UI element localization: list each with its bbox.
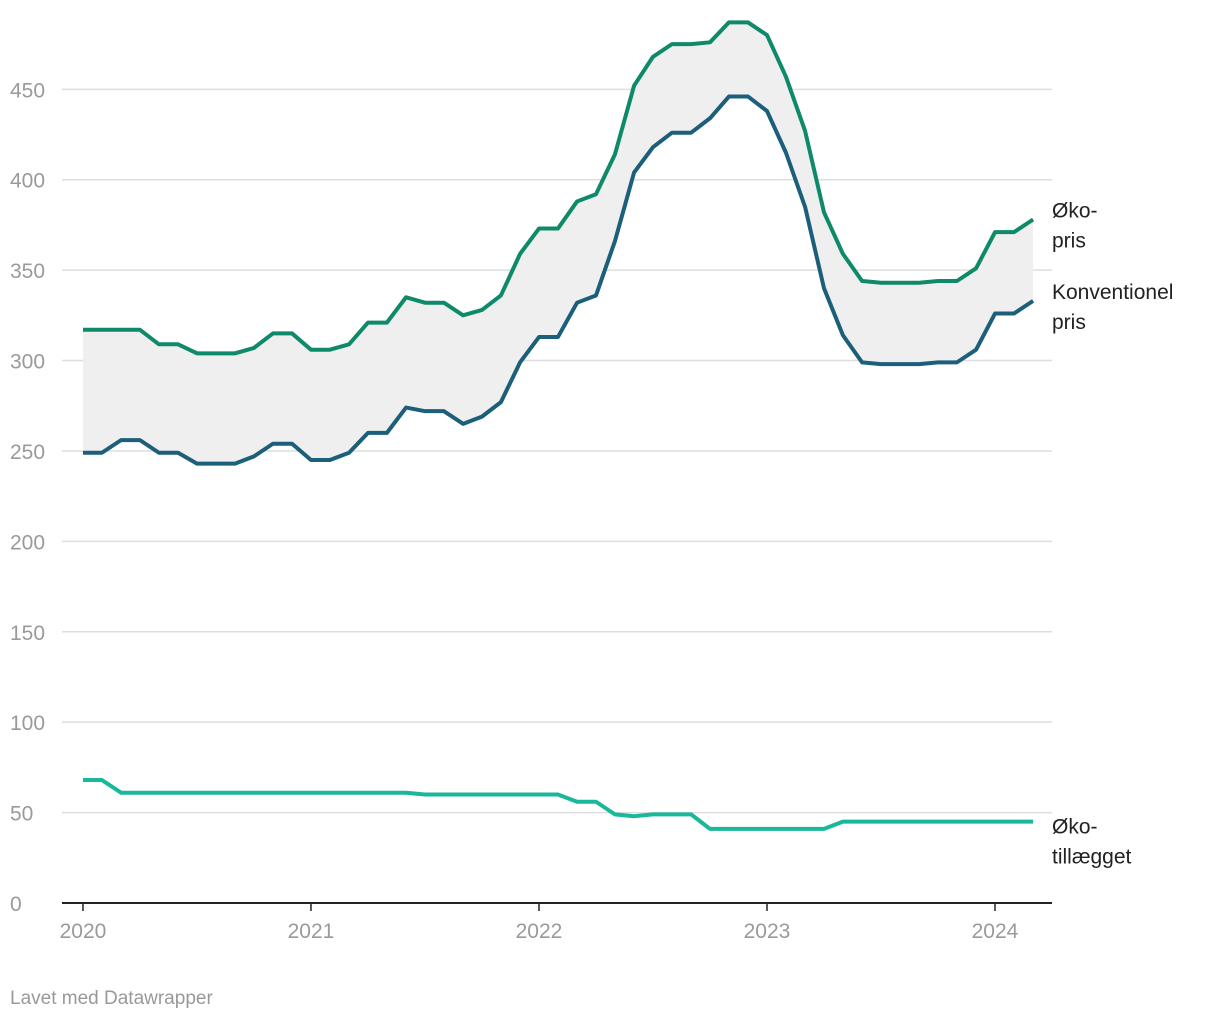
series-line [82, 20, 1035, 356]
y-tick-label: 150 [10, 622, 45, 645]
series-label: Øko-pris [1052, 200, 1098, 253]
series-label-line: Øko- [1052, 200, 1098, 223]
series-label-line: Konventionel [1052, 281, 1173, 304]
series-label-line: pris [1052, 230, 1086, 253]
y-tick-label: 50 [10, 803, 33, 826]
y-tick-label: 450 [10, 79, 45, 102]
y-tick-label: 100 [10, 712, 45, 735]
x-tick-label: 2024 [972, 920, 1019, 943]
x-tick-label: 2022 [516, 920, 563, 943]
series-label-line: Øko- [1052, 816, 1098, 839]
series-label-line: tillægget [1052, 846, 1132, 869]
y-tick-label: 0 [10, 893, 22, 916]
x-tick-label: 2020 [60, 920, 107, 943]
y-tick-label: 400 [10, 170, 45, 193]
y-tick-label: 200 [10, 531, 45, 554]
series-label: Øko-tillægget [1052, 816, 1132, 869]
y-tick-label: 250 [10, 441, 45, 464]
y-tick-label: 300 [10, 351, 45, 374]
series-label: Konventionel pris [1052, 281, 1173, 334]
series-label-line: pris [1052, 311, 1086, 334]
x-tick-label: 2021 [288, 920, 335, 943]
series-line [82, 778, 1034, 831]
y-tick-label: 350 [10, 260, 45, 283]
series-line [82, 94, 1035, 466]
footer: Lavet med Datawrapper [10, 988, 213, 1009]
gap-area [82, 22, 1034, 464]
x-tick-label: 2023 [744, 920, 791, 943]
